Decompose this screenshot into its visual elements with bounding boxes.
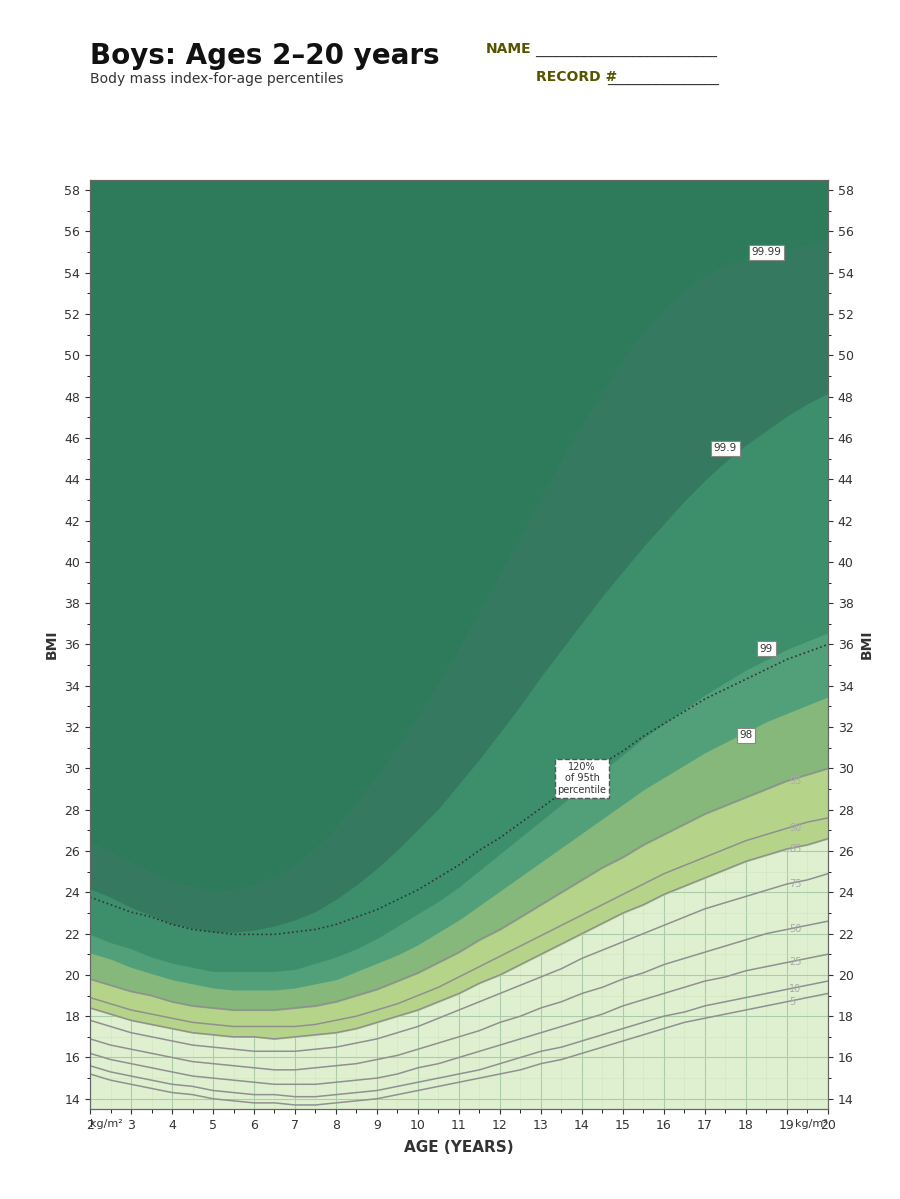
Text: 99.99: 99.99 xyxy=(752,247,781,257)
Y-axis label: BMI: BMI xyxy=(860,629,873,659)
Text: 99.9: 99.9 xyxy=(714,444,737,453)
Text: 25: 25 xyxy=(789,958,802,968)
Text: 85: 85 xyxy=(789,844,801,854)
Text: __________________________: __________________________ xyxy=(536,44,717,59)
Text: 50: 50 xyxy=(789,924,801,934)
Text: 5: 5 xyxy=(789,996,796,1007)
Y-axis label: BMI: BMI xyxy=(45,629,58,659)
Text: 99: 99 xyxy=(760,644,773,653)
X-axis label: AGE (YEARS): AGE (YEARS) xyxy=(404,1140,514,1155)
Text: Body mass index-for-age percentiles: Body mass index-for-age percentiles xyxy=(90,72,344,86)
Text: 75: 75 xyxy=(789,879,802,888)
Text: ________________: ________________ xyxy=(608,72,719,86)
Text: Boys: Ages 2–20 years: Boys: Ages 2–20 years xyxy=(90,42,439,70)
Text: NAME: NAME xyxy=(486,42,532,56)
Text: kg/m²: kg/m² xyxy=(796,1119,828,1128)
Text: 90: 90 xyxy=(789,824,801,833)
Text: 98: 98 xyxy=(740,730,752,740)
Text: 10: 10 xyxy=(789,984,801,994)
Text: kg/m²: kg/m² xyxy=(90,1119,122,1128)
Text: RECORD #: RECORD # xyxy=(536,70,617,84)
Text: 120%
of 95th
percentile: 120% of 95th percentile xyxy=(557,761,607,795)
Text: 95: 95 xyxy=(789,776,801,785)
